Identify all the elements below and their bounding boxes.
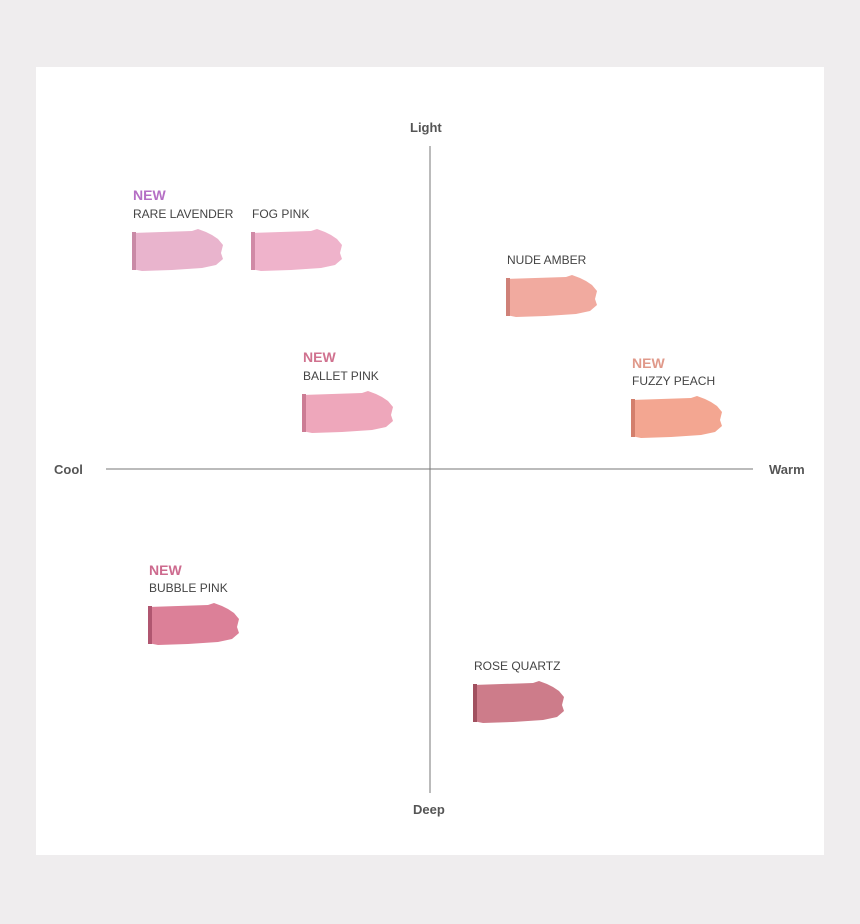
new-badge: NEW xyxy=(303,349,336,365)
swatch xyxy=(506,275,597,317)
swatch xyxy=(148,603,239,645)
swatch xyxy=(473,681,564,723)
shade-name: NUDE AMBER xyxy=(507,253,587,267)
shade-name: FUZZY PEACH xyxy=(632,374,716,388)
shade-name: FOG PINK xyxy=(252,207,310,221)
axis-label: Light xyxy=(410,120,442,135)
swatch xyxy=(132,229,223,271)
new-badge: NEW xyxy=(632,355,665,371)
swatch xyxy=(631,396,722,438)
shade-name: BALLET PINK xyxy=(303,369,379,383)
new-badge: NEW xyxy=(133,187,166,203)
axis-label: Cool xyxy=(54,462,83,477)
swatch xyxy=(302,391,393,433)
axis-label: Warm xyxy=(769,462,805,477)
swatch xyxy=(251,229,342,271)
shade-name: RARE LAVENDER xyxy=(133,207,234,221)
shade-name: ROSE QUARTZ xyxy=(474,659,561,673)
new-badge: NEW xyxy=(149,562,182,578)
axis-label: Deep xyxy=(413,802,445,817)
shade-name: BUBBLE PINK xyxy=(149,581,228,595)
